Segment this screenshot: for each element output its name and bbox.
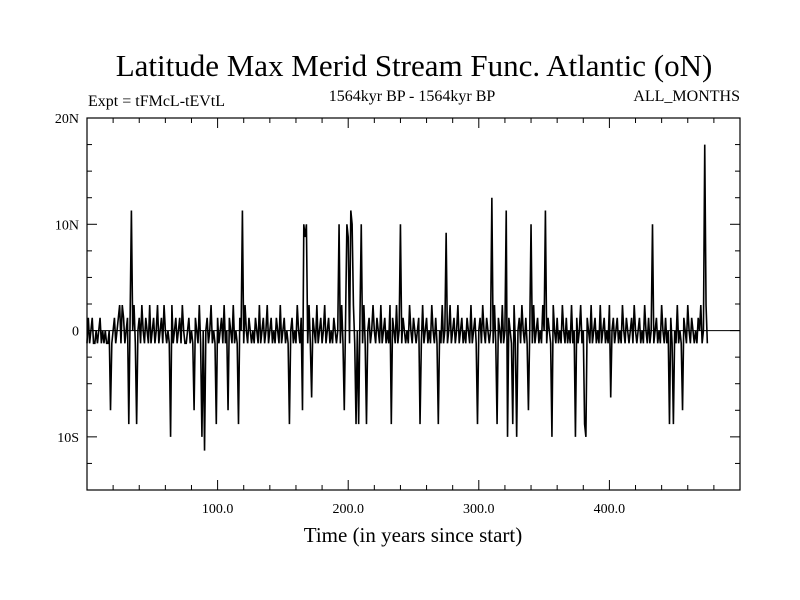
y-tick-label: 10N: [55, 218, 79, 233]
plot-frame: [86, 117, 741, 491]
y-tick-label: 0: [72, 325, 79, 340]
y-tick-label: 20N: [55, 112, 79, 127]
x-tick-label: 300.0: [463, 502, 495, 517]
y-tick-label: 10S: [57, 431, 79, 446]
x-axis-label: Time (in years since start): [304, 523, 523, 547]
series-line-0: [86, 144, 709, 451]
chart-title: Latitude Max Merid Stream Func. Atlantic…: [116, 48, 713, 83]
time-range-label: 1564kyr BP - 1564kyr BP: [329, 88, 496, 105]
months-label: ALL_MONTHS: [633, 88, 740, 105]
x-tick-label: 200.0: [332, 502, 364, 517]
x-tick-label: 400.0: [594, 502, 626, 517]
plot-area: 20N 10N 0 10S 100.0 200.0 300.0 400.0: [55, 112, 741, 517]
experiment-label: Expt = tFMcL-tEVtL: [88, 93, 225, 110]
x-tick-label: 100.0: [202, 502, 234, 517]
